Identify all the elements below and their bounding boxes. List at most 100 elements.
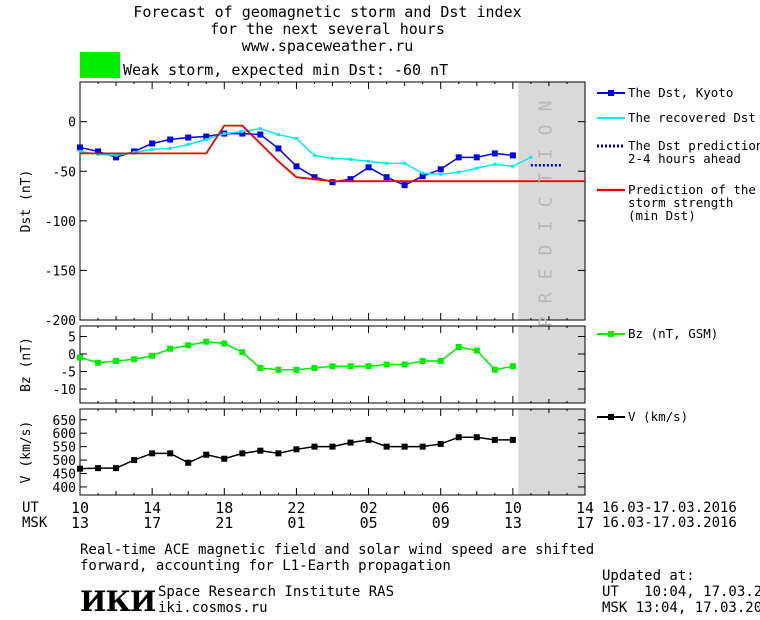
data-point-0-1-24 — [511, 164, 515, 168]
data-point-0-0-15 — [347, 176, 354, 183]
data-point-1-0-7 — [203, 338, 210, 345]
date-range-ut: 16.03-17.03.2016 — [602, 500, 737, 516]
data-point-0-0-9 — [239, 130, 246, 137]
chart-title-line1: Forecast of geomagnetic storm and Dst in… — [133, 3, 522, 21]
data-point-0-0-12 — [293, 163, 300, 170]
prediction-letter-2: E — [536, 269, 557, 280]
data-point-0-1-3 — [132, 150, 136, 154]
legend-label-0-3-0: Prediction of the — [628, 182, 756, 197]
chart-title-url[interactable]: www.spaceweather.ru — [241, 37, 414, 55]
data-point-2-0-9 — [239, 450, 246, 457]
data-point-1-0-22 — [473, 347, 480, 354]
data-point-0-0-0 — [77, 144, 83, 151]
footer-note-line1: Real-time ACE magnetic field and solar w… — [80, 542, 595, 558]
iki-logo: ИКИ — [80, 585, 156, 618]
prediction-letter-0: P — [536, 316, 557, 327]
data-point-2-0-16 — [365, 436, 372, 443]
data-point-0-1-10 — [258, 127, 262, 131]
ut-tick-label-1: 14 — [143, 499, 162, 517]
data-point-2-0-11 — [275, 450, 282, 457]
data-point-0-0-16 — [365, 164, 372, 171]
ut-tick-label-2: 18 — [215, 499, 234, 517]
data-point-2-0-6 — [185, 459, 192, 466]
institute-site[interactable]: iki.cosmos.ru — [158, 600, 268, 616]
y-tick-label-1-0: 5 — [68, 331, 76, 346]
msk-tick-label-1: 17 — [143, 514, 162, 532]
data-point-2-0-0 — [77, 465, 83, 472]
y-tick-label-2-3: 500 — [53, 454, 76, 469]
msk-row-label: MSK — [22, 515, 48, 531]
prediction-letter-1: R — [536, 292, 557, 303]
data-point-1-0-11 — [275, 366, 282, 373]
data-point-1-0-14 — [329, 363, 336, 370]
legend-label-0-3-1: storm strength — [628, 195, 733, 210]
legend-label-2-0-0: V (km/s) — [628, 409, 688, 424]
data-point-0-1-9 — [240, 130, 244, 134]
y-tick-label-1-3: -10 — [53, 383, 76, 398]
panel-frame-2 — [79, 408, 586, 496]
legend-label-0-2-1: 2-4 hours ahead — [628, 151, 741, 166]
storm-level-swatch — [80, 52, 120, 78]
prediction-letter-8: O — [536, 125, 557, 136]
data-point-1-0-20 — [437, 358, 444, 364]
data-point-0-0-7 — [203, 133, 210, 140]
y-tick-label-0-3: -150 — [45, 264, 76, 279]
data-point-2-0-13 — [311, 443, 318, 450]
data-point-0-0-1 — [95, 148, 102, 155]
data-point-0-0-17 — [383, 174, 390, 181]
data-point-1-0-19 — [419, 358, 426, 364]
legend-label-0-0-0: The Dst, Kyoto — [628, 85, 733, 100]
prediction-letter-7: I — [536, 149, 557, 160]
data-point-1-0-1 — [95, 359, 102, 366]
legend-label-0-1-0: The recovered Dst — [628, 110, 756, 125]
y-tick-label-0-0: 0 — [68, 116, 76, 131]
y-tick-label-2-5: 400 — [53, 481, 76, 496]
data-point-1-0-12 — [293, 366, 300, 373]
data-point-0-0-24 — [509, 152, 516, 159]
data-point-0-1-25 — [529, 155, 533, 159]
legend-label-0-2-0: The Dst prediction — [628, 138, 760, 153]
ut-tick-label-4: 02 — [359, 499, 378, 517]
msk-tick-label-3: 01 — [287, 514, 306, 532]
data-point-0-0-14 — [329, 179, 336, 186]
data-point-0-0-11 — [275, 145, 282, 152]
data-point-0-0-10 — [257, 131, 264, 138]
series-line-2-0 — [79, 436, 513, 470]
data-point-1-0-24 — [509, 363, 516, 370]
msk-tick-label-0: 13 — [71, 514, 90, 532]
data-point-0-1-7 — [204, 138, 208, 142]
data-point-1-0-2 — [113, 358, 120, 364]
ut-tick-label-5: 06 — [431, 499, 450, 517]
data-point-1-0-8 — [221, 340, 228, 347]
prediction-letter-9: N — [536, 101, 557, 112]
msk-tick-label-4: 05 — [359, 514, 378, 532]
data-point-1-0-21 — [455, 344, 462, 350]
series-line-1-0 — [79, 340, 513, 371]
data-point-2-0-14 — [329, 443, 336, 450]
msk-tick-label-7: 17 — [576, 514, 595, 532]
data-point-2-0-19 — [419, 443, 426, 450]
updated-msk: MSK 13:04, 17.03.2016 — [602, 600, 760, 616]
y-tick-label-2-4: 450 — [53, 468, 76, 483]
y-tick-label-1-1: 0 — [68, 348, 76, 363]
data-point-0-0-5 — [167, 136, 174, 143]
y-axis-label-0: Dst (nT) — [19, 170, 34, 233]
ut-tick-label-3: 22 — [287, 499, 306, 517]
data-point-2-0-5 — [167, 450, 174, 457]
y-tick-label-0-1: -50 — [53, 165, 76, 180]
y-tick-label-0-4: -200 — [45, 314, 76, 329]
data-point-0-1-5 — [168, 146, 172, 150]
data-point-1-0-0 — [77, 354, 83, 361]
data-point-2-0-20 — [437, 440, 444, 447]
data-point-2-0-22 — [473, 434, 480, 441]
data-point-2-0-23 — [491, 436, 498, 443]
data-point-1-0-23 — [491, 366, 498, 373]
data-point-0-0-22 — [473, 154, 480, 161]
data-point-1-0-15 — [347, 363, 354, 370]
data-point-1-0-6 — [185, 342, 192, 349]
data-point-2-0-17 — [383, 443, 390, 450]
data-point-2-0-21 — [455, 434, 462, 441]
data-point-0-1-13 — [312, 153, 316, 157]
data-point-2-0-12 — [293, 446, 300, 453]
